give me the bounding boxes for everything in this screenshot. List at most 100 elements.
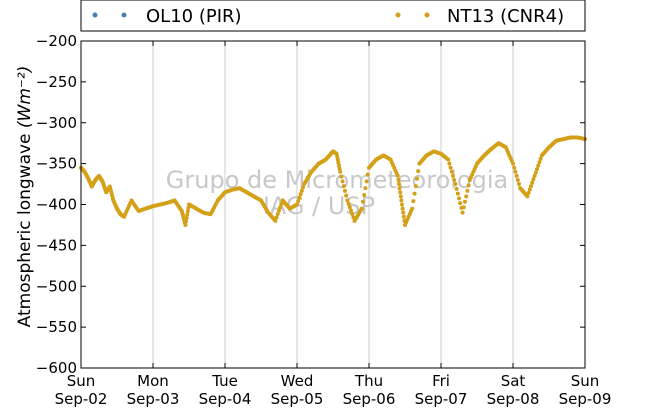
data-point (184, 219, 188, 224)
legend-label: OL10 (PIR) (146, 6, 242, 27)
data-point (337, 166, 342, 171)
data-point (532, 173, 537, 178)
y-axis-label-text: Atmospheric longwave (15, 128, 35, 327)
y-tick-label: −550 (36, 318, 77, 336)
data-point (525, 194, 530, 199)
y-tick-label: −600 (36, 359, 77, 377)
data-point (274, 215, 279, 220)
data-point (278, 205, 283, 210)
data-point (185, 212, 190, 217)
data-point (400, 206, 405, 211)
data-point (448, 165, 453, 170)
data-point (398, 194, 403, 199)
data-point (338, 169, 343, 174)
data-point (457, 196, 461, 201)
data-point (335, 157, 340, 162)
data-point (455, 191, 460, 196)
data-point (416, 169, 421, 174)
data-point (529, 184, 533, 189)
data-point (527, 187, 532, 192)
data-point (299, 188, 304, 193)
data-point (535, 167, 539, 172)
data-point (350, 212, 355, 217)
data-point (410, 206, 415, 211)
data-point (460, 210, 465, 215)
data-point (466, 183, 471, 188)
data-point (463, 199, 467, 204)
data-point (449, 169, 454, 174)
x-tick-label-date: Sep-02 (55, 390, 108, 408)
legend-box (80, 0, 586, 32)
data-point (361, 199, 365, 204)
data-point (401, 214, 406, 219)
legend: OL10 (PIR) NT13 (CNR4) (80, 0, 586, 32)
x-tick-label-day: Wed (281, 372, 314, 390)
data-point (401, 210, 406, 215)
data-point (526, 190, 531, 195)
legend-marker (395, 12, 401, 18)
data-point (335, 154, 340, 159)
data-point (512, 165, 517, 170)
data-point (185, 209, 190, 214)
data-point (399, 198, 404, 203)
y-tick-label: −300 (36, 114, 77, 132)
x-tick-label-date: Sep-04 (199, 390, 252, 408)
x-tick-label-day: Thu (354, 372, 383, 390)
x-tick-label-day: Tue (211, 372, 238, 390)
data-point (345, 198, 350, 203)
y-tick-label: −400 (36, 196, 77, 214)
data-point (339, 174, 344, 179)
data-point (413, 184, 418, 189)
data-point (454, 186, 459, 191)
x-tick-label-date: Sep-03 (127, 390, 180, 408)
data-point (397, 186, 402, 191)
x-tick-label-day: Sun (67, 372, 96, 390)
data-point (531, 177, 536, 182)
data-point (273, 218, 278, 223)
data-point (297, 195, 302, 200)
data-point (365, 172, 370, 177)
data-point (362, 192, 367, 197)
data-point (536, 163, 541, 168)
data-point (515, 177, 520, 182)
y-tick-label: −500 (36, 277, 77, 295)
data-point (395, 173, 400, 178)
data-point (446, 157, 451, 162)
y-tick-label: −250 (36, 73, 77, 91)
series-1 (79, 135, 587, 227)
data-point (363, 186, 368, 191)
data-point (517, 182, 521, 187)
legend-marker (92, 12, 98, 18)
data-point (184, 216, 189, 221)
x-tick-label-day: Sun (571, 372, 600, 390)
data-point (346, 201, 351, 206)
data-point (295, 202, 299, 207)
data-point (343, 188, 347, 193)
data-point (451, 173, 455, 178)
data-point (277, 208, 281, 213)
y-tick-label: −450 (36, 236, 77, 254)
y-tick-label: −350 (36, 155, 77, 173)
data-point (461, 205, 466, 210)
x-tick-label-day: Sat (501, 372, 526, 390)
legend-label: NT13 (CNR4) (447, 6, 564, 27)
data-point (453, 182, 458, 187)
data-point (530, 180, 535, 185)
data-point (301, 185, 305, 190)
data-point (341, 184, 346, 189)
data-point (513, 169, 518, 174)
data-point (398, 190, 403, 195)
data-point (364, 179, 369, 184)
data-point (337, 163, 341, 168)
x-tick-label-day: Mon (137, 372, 169, 390)
data-point (458, 201, 463, 206)
x-tick-label-day: Fri (432, 372, 450, 390)
data-point (412, 191, 417, 196)
legend-marker (121, 12, 127, 18)
x-tick-label-date: Sep-07 (415, 390, 468, 408)
data-point (298, 192, 303, 197)
data-point (359, 206, 364, 211)
data-point (465, 188, 470, 193)
x-tick-label-date: Sep-06 (343, 390, 396, 408)
